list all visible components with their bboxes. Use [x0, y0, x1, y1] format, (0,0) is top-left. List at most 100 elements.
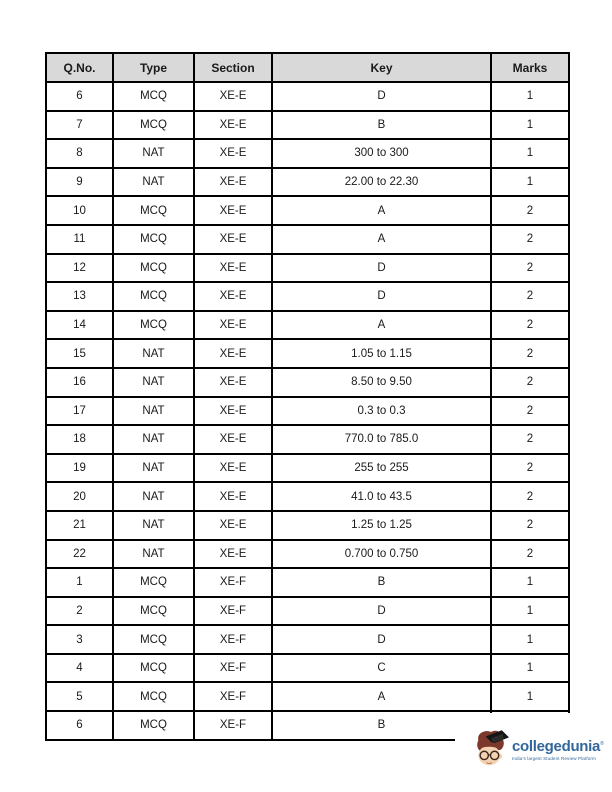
table-cell: NAT [112, 481, 195, 512]
table-cell: 12 [45, 252, 114, 284]
table-cell: 1 [490, 681, 570, 713]
table-cell: NAT [112, 424, 195, 455]
table-body: 6 MCQ XE-E D 1 7 MCQ XE-E B 1 8 NAT XE-E 300 to 300 1 9… [45, 81, 570, 741]
table-cell: 1 [490, 624, 570, 655]
table-cell: 770.0 to 785.0 [271, 424, 492, 455]
table-row: 8 NAT XE-E 300 to 300 1 [45, 138, 570, 169]
table-cell: B [271, 109, 492, 141]
table-cell: D [271, 595, 492, 627]
table-cell: 1 [490, 81, 570, 112]
table-cell: A [271, 681, 492, 713]
collegedunia-watermark: collegedunia® India's largest Student Re… [455, 713, 612, 792]
table-cell: 41.0 to 43.5 [271, 481, 492, 512]
table-cell: MCQ [112, 652, 195, 684]
table-cell: 19 [45, 452, 114, 484]
table-row: 11 MCQ XE-E A 2 [45, 223, 570, 255]
table-cell: NAT [112, 509, 195, 541]
table-cell: 17 [45, 395, 114, 427]
header-row: Q.No. Type Section Key Marks [45, 52, 570, 83]
answer-key-table: Q.No. Type Section Key Marks 6 MCQ XE-E D 1 7 MCQ X… [45, 52, 570, 741]
table-cell: 7 [45, 109, 114, 141]
column-header: Section [193, 52, 273, 83]
table-cell: 1 [490, 166, 570, 198]
table-cell: XE-E [193, 252, 273, 284]
table-cell: 255 to 255 [271, 452, 492, 484]
table-cell: NAT [112, 395, 195, 427]
table-cell: MCQ [112, 81, 195, 112]
table-cell: 1 [490, 595, 570, 627]
table-row: 6 MCQ XE-E D 1 [45, 81, 570, 112]
table-cell: MCQ [112, 710, 195, 741]
table-cell: 16 [45, 366, 114, 398]
table-cell: 22 [45, 538, 114, 570]
table-cell: 15 [45, 338, 114, 369]
table-cell: 0.700 to 0.750 [271, 538, 492, 570]
table-cell: 14 [45, 309, 114, 341]
table-cell: 1 [45, 567, 114, 598]
table-cell: XE-E [193, 281, 273, 312]
table-cell: D [271, 281, 492, 312]
column-header: Marks [490, 52, 570, 83]
table-cell: B [271, 567, 492, 598]
table-cell: XE-E [193, 338, 273, 369]
table-cell: 2 [490, 309, 570, 341]
table-cell: D [271, 81, 492, 112]
table-cell: MCQ [112, 624, 195, 655]
table-cell: A [271, 195, 492, 226]
table-cell: 10 [45, 195, 114, 226]
table-cell: NAT [112, 366, 195, 398]
collegedunia-mascot-icon [477, 730, 509, 766]
table-cell: 20 [45, 481, 114, 512]
table-cell: XE-E [193, 395, 273, 427]
brand-text-block: collegedunia® India's largest Student Re… [512, 727, 604, 761]
table-cell: 2 [490, 366, 570, 398]
table-cell: MCQ [112, 567, 195, 598]
table-row: 10 MCQ XE-E A 2 [45, 195, 570, 226]
table-cell: 2 [490, 395, 570, 427]
table-cell: XE-E [193, 509, 273, 541]
table-cell: XE-F [193, 652, 273, 684]
table-cell: NAT [112, 166, 195, 198]
registered-trademark-mark: ® [600, 741, 604, 747]
brand-tagline: India's largest Student Review Platform [512, 756, 596, 761]
table-cell: 3 [45, 624, 114, 655]
table-cell: MCQ [112, 309, 195, 341]
table-cell: 1.05 to 1.15 [271, 338, 492, 369]
table-cell: XE-E [193, 109, 273, 141]
table-row: 7 MCQ XE-E B 1 [45, 109, 570, 141]
table-cell: C [271, 652, 492, 684]
table-cell: XE-E [193, 138, 273, 169]
table-cell: MCQ [112, 195, 195, 226]
table-cell: XE-E [193, 452, 273, 484]
table-cell: 6 [45, 81, 114, 112]
table-row: 2 MCQ XE-F D 1 [45, 595, 570, 627]
table-cell: MCQ [112, 681, 195, 713]
table-cell: XE-F [193, 710, 273, 741]
table-cell: MCQ [112, 281, 195, 312]
table-cell: 2 [490, 538, 570, 570]
table-cell: 18 [45, 424, 114, 455]
table-row: 13 MCQ XE-E D 2 [45, 281, 570, 312]
table-row: 18 NAT XE-E 770.0 to 785.0 2 [45, 424, 570, 455]
table-cell: 1 [490, 109, 570, 141]
table-row: 20 NAT XE-E 41.0 to 43.5 2 [45, 481, 570, 512]
table-cell: XE-E [193, 166, 273, 198]
table-cell: 13 [45, 281, 114, 312]
table-cell: 2 [490, 338, 570, 369]
table-row: 5 MCQ XE-F A 1 [45, 681, 570, 713]
table-cell: 21 [45, 509, 114, 541]
table-row: 14 MCQ XE-E A 2 [45, 309, 570, 341]
brand-name: collegedunia® [512, 737, 604, 754]
table-cell: 8 [45, 138, 114, 169]
table-cell: 0.3 to 0.3 [271, 395, 492, 427]
table-cell: 1 [490, 567, 570, 598]
table-cell: 1 [490, 138, 570, 169]
table-cell: XE-F [193, 681, 273, 713]
table-row: 9 NAT XE-E 22.00 to 22.30 1 [45, 166, 570, 198]
table-row: 1 MCQ XE-F B 1 [45, 567, 570, 598]
table-cell: XE-E [193, 481, 273, 512]
column-header: Q.No. [45, 52, 114, 83]
table-row: 16 NAT XE-E 8.50 to 9.50 2 [45, 366, 570, 398]
table-cell: 2 [490, 281, 570, 312]
table-cell: XE-E [193, 223, 273, 255]
